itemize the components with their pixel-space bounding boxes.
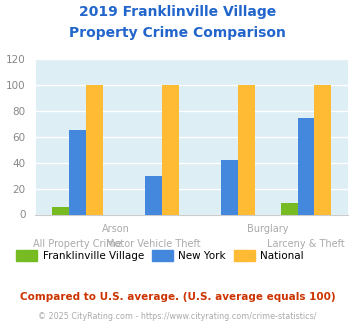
Bar bbox=[238, 85, 255, 214]
Bar bbox=[86, 85, 103, 214]
Bar bbox=[315, 85, 331, 214]
Bar bbox=[69, 130, 86, 214]
Text: Motor Vehicle Theft: Motor Vehicle Theft bbox=[106, 239, 201, 249]
Bar bbox=[297, 117, 315, 214]
Text: Larceny & Theft: Larceny & Theft bbox=[267, 239, 345, 249]
Text: Compared to U.S. average. (U.S. average equals 100): Compared to U.S. average. (U.S. average … bbox=[20, 292, 335, 302]
Bar bbox=[222, 160, 238, 214]
Bar bbox=[162, 85, 179, 214]
Bar bbox=[145, 176, 162, 214]
Text: Arson: Arson bbox=[102, 224, 130, 234]
Text: Burglary: Burglary bbox=[247, 224, 289, 234]
Text: Property Crime Comparison: Property Crime Comparison bbox=[69, 26, 286, 40]
Text: © 2025 CityRating.com - https://www.cityrating.com/crime-statistics/: © 2025 CityRating.com - https://www.city… bbox=[38, 312, 317, 321]
Bar bbox=[281, 203, 297, 214]
Text: 2019 Franklinville Village: 2019 Franklinville Village bbox=[79, 5, 276, 19]
Bar bbox=[52, 207, 69, 215]
Legend: Franklinville Village, New York, National: Franklinville Village, New York, Nationa… bbox=[12, 246, 308, 265]
Text: All Property Crime: All Property Crime bbox=[33, 239, 122, 249]
